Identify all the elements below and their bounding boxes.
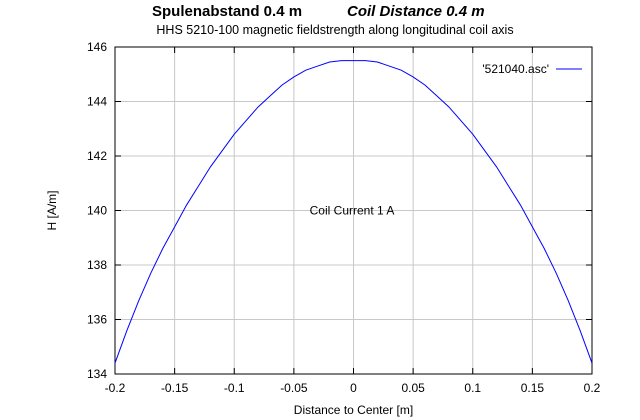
- series-line-521040: [114, 60, 593, 364]
- chart-title-german: Spulenabstand 0.4 m: [152, 3, 303, 20]
- y-tick-label: 134: [87, 367, 107, 381]
- chart-title-english: Coil Distance 0.4 m: [347, 3, 485, 20]
- legend-label: '521040.asc': [482, 62, 549, 76]
- y-axis-label: H [A/m]: [45, 190, 59, 230]
- y-tick-label: 138: [87, 258, 107, 272]
- x-tick-label: 0: [350, 381, 357, 395]
- chart-title: Spulenabstand 0.4 m Coil Distance 0.4 m: [0, 3, 640, 25]
- x-tick-label: -0.2: [105, 381, 126, 395]
- x-tick-label: -0.1: [224, 381, 245, 395]
- chart-subtitle: HHS 5210-100 magnetic fieldstrength alon…: [156, 23, 514, 37]
- x-tick-label: 0.05: [401, 381, 425, 395]
- axis-ticks: [114, 46, 593, 375]
- x-tick-label: 0.1: [464, 381, 481, 395]
- y-tick-labels: 134 136 138 140 142 144 146: [87, 40, 107, 381]
- annotation-coil-current: Coil Current 1 A: [310, 204, 395, 218]
- x-tick-label: 0.15: [521, 381, 545, 395]
- x-tick-label: 0.2: [584, 381, 601, 395]
- grid-lines: [115, 47, 592, 374]
- x-tick-labels: -0.2 -0.15 -0.1 -0.05 0 0.05 0.1 0.15 0.2: [105, 381, 601, 395]
- x-axis-label: Distance to Center [m]: [294, 403, 413, 417]
- y-tick-label: 142: [87, 149, 107, 163]
- y-tick-label: 136: [87, 313, 107, 327]
- x-tick-label: -0.05: [280, 381, 308, 395]
- y-tick-label: 144: [87, 95, 107, 109]
- y-tick-label: 140: [87, 204, 107, 218]
- y-tick-label: 146: [87, 40, 107, 54]
- x-tick-label: -0.15: [161, 381, 189, 395]
